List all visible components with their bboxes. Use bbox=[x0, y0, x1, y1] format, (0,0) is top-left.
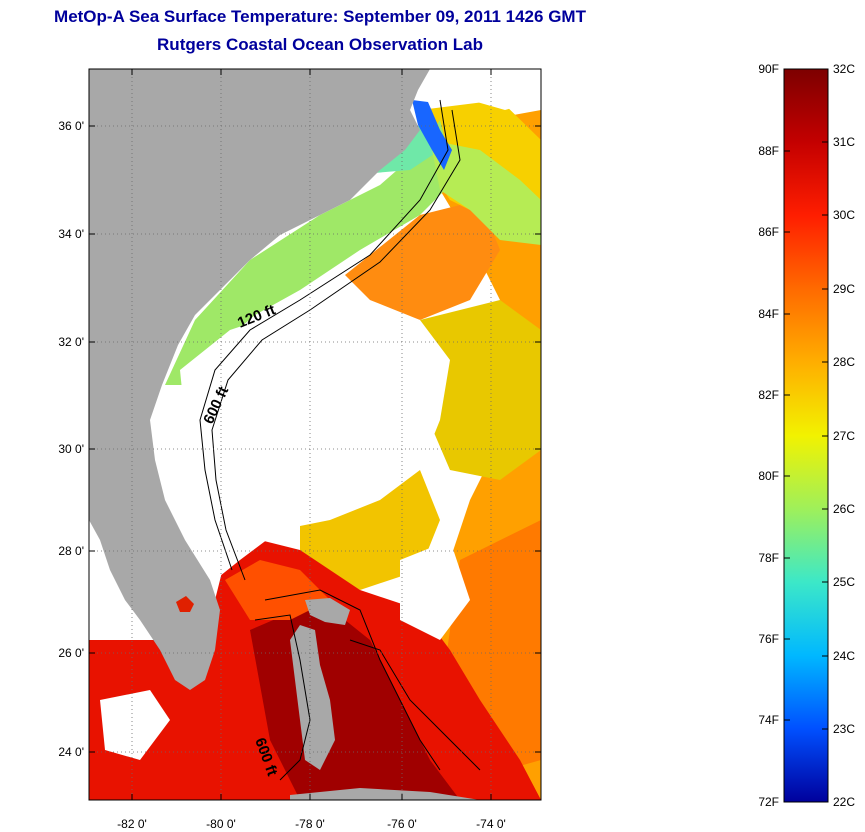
celsius-label: 29C bbox=[833, 282, 855, 296]
celsius-label: 24C bbox=[833, 649, 855, 663]
fahrenheit-label: 76F bbox=[758, 632, 779, 646]
map-frame bbox=[88, 68, 542, 801]
contour-600ft bbox=[211, 109, 461, 581]
colorbar-f-ticks bbox=[784, 150, 790, 721]
sst-yellow-east-mid bbox=[420, 300, 541, 480]
sst-green-offshore bbox=[430, 140, 541, 245]
celsius-label: 27C bbox=[833, 429, 855, 443]
fahrenheit-label: 78F bbox=[758, 551, 779, 565]
sst-cold-pamlico bbox=[412, 100, 452, 170]
lon-label: -78 0' bbox=[295, 817, 325, 831]
colorbar bbox=[783, 68, 829, 803]
celsius-label: 22C bbox=[833, 795, 855, 809]
cloud-center bbox=[180, 300, 450, 580]
fahrenheit-label: 80F bbox=[758, 469, 779, 483]
fahrenheit-label: 90F bbox=[758, 62, 779, 76]
lat-label: 24 0' bbox=[58, 745, 84, 759]
lon-label: -80 0' bbox=[206, 817, 236, 831]
lon-label: -76 0' bbox=[387, 817, 417, 831]
cloud-florida-west bbox=[100, 690, 170, 760]
lat-label: 34 0' bbox=[58, 227, 84, 241]
map-content: 120 ft 600 ft 600 ft bbox=[89, 69, 541, 800]
celsius-label: 30C bbox=[833, 208, 855, 222]
lon-label: -82 0' bbox=[117, 817, 147, 831]
lon-label: -74 0' bbox=[476, 817, 506, 831]
colorbar-c-ticks bbox=[822, 141, 828, 730]
longitude-labels: -82 0' -80 0' -78 0' -76 0' -74 0' bbox=[117, 817, 506, 831]
land-andros-island bbox=[290, 625, 335, 770]
colorbar-fahrenheit-labels: 90F 88F 86F 84F 82F 80F 78F 76F 74F 72F bbox=[758, 62, 779, 809]
contour-bahamas-c bbox=[349, 639, 481, 771]
fahrenheit-label: 86F bbox=[758, 225, 779, 239]
land-cuba bbox=[290, 788, 480, 800]
lake-okeechobee bbox=[176, 596, 194, 612]
cloud-offshore-east bbox=[470, 69, 541, 110]
lat-label: 26 0' bbox=[58, 646, 84, 660]
lat-label: 36 0' bbox=[58, 119, 84, 133]
celsius-label: 28C bbox=[833, 355, 855, 369]
cloud-mask bbox=[100, 69, 541, 760]
celsius-label: 25C bbox=[833, 575, 855, 589]
fahrenheit-label: 88F bbox=[758, 144, 779, 158]
land-abaco bbox=[305, 598, 350, 625]
sst-green-shelf bbox=[165, 120, 455, 385]
lat-label: 32 0' bbox=[58, 335, 84, 349]
map-title: MetOp-A Sea Surface Temperature: Septemb… bbox=[54, 7, 586, 26]
colorbar-celsius-labels: 32C 31C 30C 29C 28C 27C 26C 25C 24C 23C … bbox=[833, 62, 855, 809]
contour-bahamas-a bbox=[264, 589, 441, 771]
contour-120ft bbox=[199, 99, 449, 571]
sst-orange-offshore bbox=[345, 200, 500, 320]
fahrenheit-label: 84F bbox=[758, 307, 779, 321]
fahrenheit-label: 72F bbox=[758, 795, 779, 809]
celsius-label: 23C bbox=[833, 722, 855, 736]
celsius-label: 31C bbox=[833, 135, 855, 149]
land bbox=[89, 69, 480, 800]
map-subtitle: Rutgers Coastal Ocean Observation Lab bbox=[157, 35, 483, 54]
cloud-southeast bbox=[400, 540, 470, 640]
bathymetry-contours bbox=[199, 99, 481, 781]
lat-label: 30 0' bbox=[58, 442, 84, 456]
celsius-label: 26C bbox=[833, 502, 855, 516]
lat-label: 28 0' bbox=[58, 544, 84, 558]
land-us-southeast bbox=[89, 69, 430, 690]
graticule bbox=[89, 69, 541, 800]
contour-bahamas-b bbox=[254, 614, 311, 781]
celsius-label: 32C bbox=[833, 62, 855, 76]
latitude-labels: 36 0' 34 0' 32 0' 30 0' 28 0' 26 0' 24 0… bbox=[58, 119, 84, 759]
axis-ticks bbox=[89, 69, 541, 800]
fahrenheit-label: 74F bbox=[758, 713, 779, 727]
sst-orange-straits bbox=[225, 560, 330, 620]
fahrenheit-label: 82F bbox=[758, 388, 779, 402]
